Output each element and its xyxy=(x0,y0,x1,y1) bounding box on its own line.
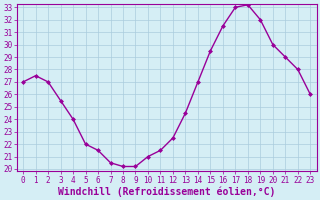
X-axis label: Windchill (Refroidissement éolien,°C): Windchill (Refroidissement éolien,°C) xyxy=(58,186,276,197)
